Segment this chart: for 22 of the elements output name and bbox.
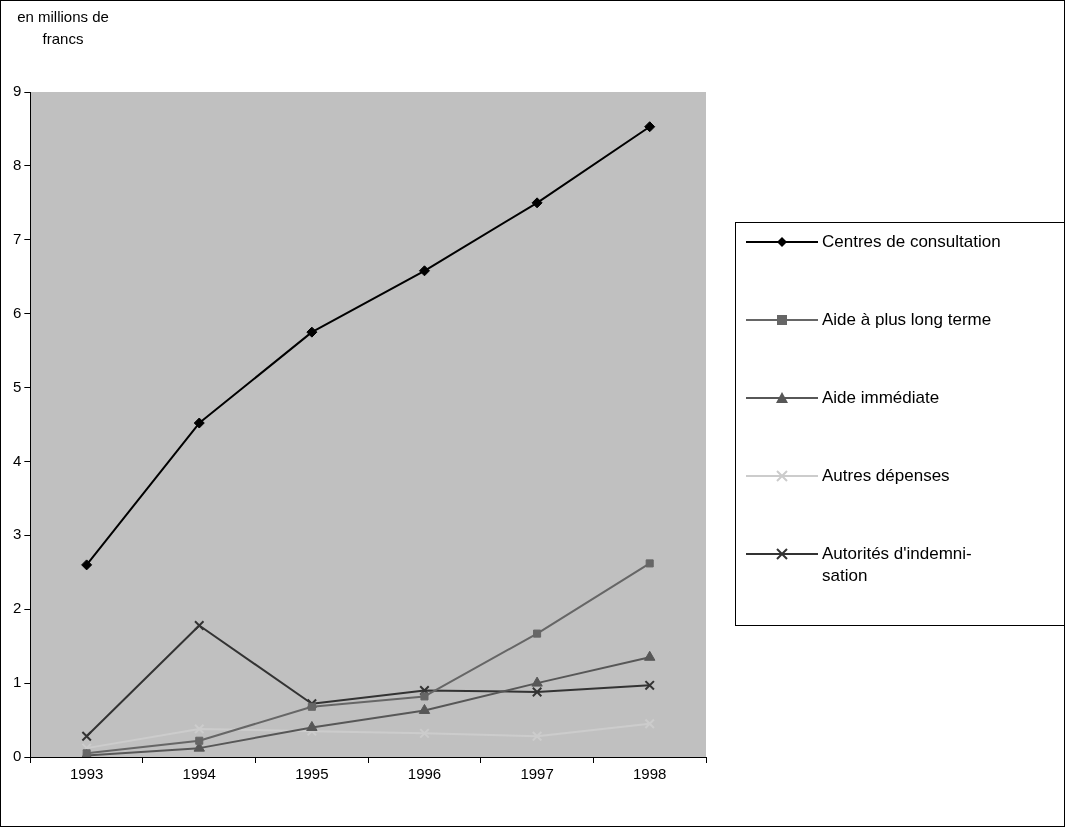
legend-label: Autorités d'indemni-sation xyxy=(822,543,973,587)
legend-label: Autres dépenses xyxy=(822,465,951,487)
y-tick-label: 9 xyxy=(13,82,22,100)
legend-label: Centres de consultation xyxy=(822,231,1002,253)
y-tick-label: 2 xyxy=(13,599,22,617)
x-tick-label: 1997 xyxy=(520,765,554,783)
y-tick-label: 0 xyxy=(13,747,22,765)
y-tick-label: 1 xyxy=(13,673,22,691)
x-tick-label: 1996 xyxy=(407,765,442,783)
y-tick-label: 7 xyxy=(13,229,22,247)
x-tick-label: 1993 xyxy=(69,765,104,783)
y-tick-label: 5 xyxy=(13,377,22,395)
y-tick-label: 4 xyxy=(13,451,22,469)
x-tick-label: 1994 xyxy=(182,765,216,783)
x-tick-label: 1995 xyxy=(295,765,329,783)
y-tick-label: 3 xyxy=(13,525,22,543)
x-tick-label: 1998 xyxy=(633,765,667,783)
legend-label: Aide immédiate xyxy=(822,387,941,409)
legend-label: Aide à plus long terme xyxy=(822,309,993,331)
y-tick-label: 8 xyxy=(13,156,22,174)
y-tick-label: 6 xyxy=(13,303,22,321)
y-axis-title: en millions de francs xyxy=(16,7,110,49)
